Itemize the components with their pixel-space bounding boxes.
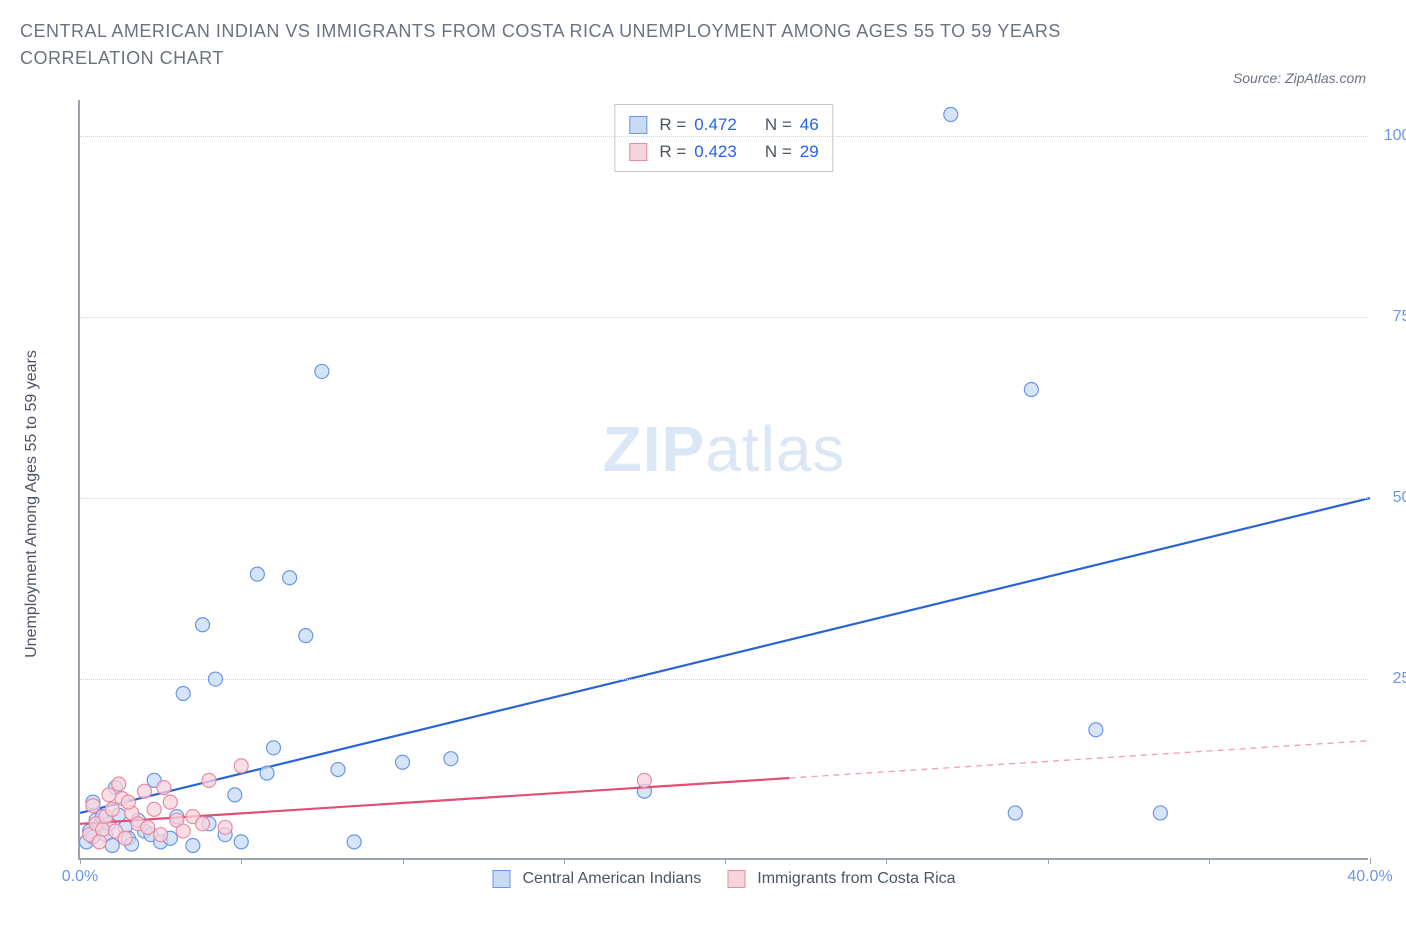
trend-line — [80, 498, 1370, 813]
data-point — [154, 828, 168, 842]
data-point — [196, 618, 210, 632]
x-tick — [1370, 858, 1371, 864]
legend-swatch — [629, 143, 647, 161]
x-tick-label: 40.0% — [1347, 868, 1392, 886]
data-point — [267, 741, 281, 755]
stat-n-value: 29 — [800, 138, 819, 165]
data-point — [283, 571, 297, 585]
data-point — [102, 788, 116, 802]
data-point — [176, 687, 190, 701]
data-point — [347, 835, 361, 849]
data-point — [176, 824, 190, 838]
data-point — [121, 795, 135, 809]
y-tick-label: 25.0% — [1378, 670, 1406, 688]
chart-title: CENTRAL AMERICAN INDIAN VS IMMIGRANTS FR… — [20, 18, 1140, 72]
data-point — [1024, 383, 1038, 397]
stat-r-value: 0.423 — [694, 138, 737, 165]
data-point — [1089, 723, 1103, 737]
source-attribution: Source: ZipAtlas.com — [1233, 70, 1366, 86]
y-axis-label: Unemployment Among Ages 55 to 59 years — [23, 350, 41, 658]
gridline — [80, 498, 1368, 499]
data-point — [112, 777, 126, 791]
legend-swatch — [727, 870, 745, 888]
data-point — [147, 802, 161, 816]
legend-label: Immigrants from Costa Rica — [757, 870, 955, 888]
data-point — [944, 107, 958, 121]
data-point — [444, 752, 458, 766]
data-point — [186, 839, 200, 853]
trend-line-dashed — [790, 741, 1371, 778]
x-tick — [886, 858, 887, 864]
stat-n-value: 46 — [800, 111, 819, 138]
y-tick-label: 100.0% — [1378, 127, 1406, 145]
data-point — [396, 755, 410, 769]
y-tick-label: 50.0% — [1378, 489, 1406, 507]
legend-item: Central American Indians — [492, 870, 701, 888]
x-tick — [241, 858, 242, 864]
gridline — [80, 317, 1368, 318]
scatter-plot-svg — [80, 100, 1368, 858]
data-point — [163, 795, 177, 809]
stats-row: R = 0.472 N = 46 — [629, 111, 818, 138]
data-point — [138, 784, 152, 798]
stat-n-label: N = — [765, 138, 792, 165]
data-point — [141, 820, 155, 834]
data-point — [228, 788, 242, 802]
data-point — [196, 817, 210, 831]
series-legend: Central American Indians Immigrants from … — [492, 870, 955, 888]
data-point — [118, 831, 132, 845]
x-tick-label: 0.0% — [62, 868, 98, 886]
x-tick — [564, 858, 565, 864]
data-point — [234, 759, 248, 773]
y-tick-label: 75.0% — [1378, 308, 1406, 326]
stat-r-label: R = — [659, 111, 686, 138]
data-point — [157, 781, 171, 795]
legend-item: Immigrants from Costa Rica — [727, 870, 955, 888]
stats-row: R = 0.423 N = 29 — [629, 138, 818, 165]
stat-n-label: N = — [765, 111, 792, 138]
stat-r-value: 0.472 — [694, 111, 737, 138]
data-point — [234, 835, 248, 849]
data-point — [637, 773, 651, 787]
legend-swatch — [492, 870, 510, 888]
data-point — [250, 567, 264, 581]
data-point — [1153, 806, 1167, 820]
data-point — [105, 839, 119, 853]
data-point — [86, 799, 100, 813]
x-tick — [403, 858, 404, 864]
stat-r-label: R = — [659, 138, 686, 165]
legend-label: Central American Indians — [522, 870, 701, 888]
data-point — [105, 802, 119, 816]
legend-swatch — [629, 116, 647, 134]
data-point — [1008, 806, 1022, 820]
data-point — [315, 364, 329, 378]
data-point — [92, 835, 106, 849]
plot-area: ZIPatlas R = 0.472N = 46R = 0.423N = 29 … — [78, 100, 1368, 860]
data-point — [202, 773, 216, 787]
data-point — [260, 766, 274, 780]
chart-container: Unemployment Among Ages 55 to 59 years Z… — [50, 100, 1380, 890]
x-tick — [1209, 858, 1210, 864]
data-point — [218, 820, 232, 834]
stats-legend-box: R = 0.472 N = 46 R = 0.423 N = 29 — [614, 104, 833, 172]
data-point — [331, 763, 345, 777]
gridline — [80, 136, 1368, 137]
data-point — [299, 629, 313, 643]
x-tick — [1048, 858, 1049, 864]
gridline — [80, 679, 1368, 680]
x-tick — [80, 858, 81, 864]
x-tick — [725, 858, 726, 864]
